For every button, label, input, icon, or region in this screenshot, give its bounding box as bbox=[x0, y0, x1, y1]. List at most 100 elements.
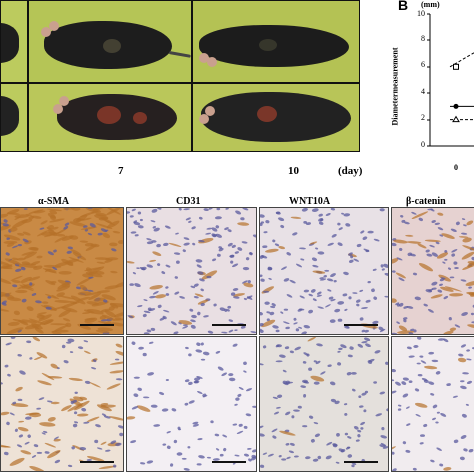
cell-nucleus bbox=[132, 272, 136, 275]
cell-nucleus bbox=[451, 249, 458, 253]
cell-nucleus bbox=[289, 350, 294, 354]
cell-nucleus bbox=[103, 415, 111, 419]
cell-nucleus bbox=[101, 319, 108, 322]
cell-nucleus bbox=[353, 425, 359, 430]
cell-nucleus bbox=[157, 304, 162, 309]
cell-nucleus bbox=[197, 271, 204, 275]
stained-fiber bbox=[34, 356, 43, 361]
cell-nucleus bbox=[362, 236, 368, 240]
cell-nucleus bbox=[283, 308, 289, 311]
stained-fiber bbox=[1, 213, 9, 218]
cell-nucleus bbox=[348, 252, 353, 256]
cell-nucleus bbox=[140, 462, 146, 465]
cell-nucleus bbox=[443, 295, 449, 300]
cell-nucleus bbox=[219, 453, 224, 457]
stained-fiber bbox=[104, 258, 113, 263]
cell-nucleus bbox=[178, 428, 182, 431]
cell-nucleus bbox=[332, 443, 338, 448]
cell-nucleus bbox=[397, 408, 402, 411]
stained-fiber bbox=[44, 442, 57, 448]
cell-nucleus bbox=[396, 257, 403, 261]
cell-nucleus bbox=[267, 453, 274, 457]
cell-nucleus bbox=[418, 217, 423, 222]
cell-nucleus bbox=[448, 267, 451, 270]
stained-fiber bbox=[4, 258, 21, 265]
cell-nucleus bbox=[329, 319, 336, 323]
cell-nucleus bbox=[163, 309, 170, 313]
cell-nucleus bbox=[195, 259, 203, 263]
stained-fiber bbox=[38, 314, 52, 322]
cell-nucleus bbox=[15, 268, 22, 272]
cell-nucleus bbox=[351, 372, 357, 375]
cell-nucleus bbox=[46, 400, 53, 403]
cell-nucleus bbox=[303, 289, 310, 293]
cell-nucleus bbox=[206, 227, 213, 230]
cell-nucleus bbox=[435, 421, 439, 424]
x-tick-label: 0 bbox=[454, 163, 458, 172]
cell-nucleus bbox=[215, 448, 220, 451]
cell-nucleus bbox=[337, 362, 342, 366]
cell-nucleus bbox=[223, 447, 227, 452]
stained-fiber bbox=[9, 457, 25, 466]
cell-nucleus bbox=[406, 305, 414, 309]
cell-nucleus bbox=[356, 299, 361, 303]
cell-nucleus bbox=[232, 462, 236, 465]
cell-nucleus bbox=[174, 276, 178, 279]
cell-nucleus bbox=[148, 341, 154, 344]
cell-nucleus bbox=[206, 275, 212, 279]
stained-fiber bbox=[398, 325, 408, 332]
cell-nucleus bbox=[343, 403, 348, 406]
stained-fiber bbox=[467, 324, 474, 329]
cell-nucleus bbox=[188, 220, 192, 223]
stained-fiber bbox=[20, 276, 32, 284]
cell-nucleus bbox=[392, 379, 395, 382]
cell-nucleus bbox=[146, 460, 154, 464]
cell-nucleus bbox=[39, 227, 45, 230]
cell-nucleus bbox=[303, 220, 308, 224]
cell-nucleus bbox=[134, 283, 141, 288]
cell-nucleus bbox=[460, 279, 467, 282]
cell-nucleus bbox=[303, 380, 310, 384]
day-label-10: 10 bbox=[288, 165, 299, 177]
cell-nucleus bbox=[440, 277, 446, 280]
cell-nucleus bbox=[205, 232, 212, 235]
cell-nucleus bbox=[359, 405, 364, 408]
cell-nucleus bbox=[324, 269, 330, 272]
cell-nucleus bbox=[463, 448, 468, 452]
cell-nucleus bbox=[299, 308, 305, 311]
cell-nucleus bbox=[276, 406, 281, 409]
cell-nucleus bbox=[295, 263, 303, 268]
cell-nucleus bbox=[229, 254, 235, 258]
cell-nucleus bbox=[286, 381, 294, 384]
stained-fiber bbox=[1, 264, 13, 270]
stained-fiber bbox=[118, 239, 123, 245]
cell-nucleus bbox=[143, 299, 148, 302]
mouse-photo-day10-bottom bbox=[192, 83, 360, 152]
cell-nucleus bbox=[325, 455, 332, 460]
cell-nucleus bbox=[281, 458, 287, 461]
cell-nucleus bbox=[66, 250, 72, 254]
stained-fiber bbox=[392, 258, 399, 264]
cell-nucleus bbox=[88, 276, 94, 279]
wound-mark bbox=[103, 39, 121, 53]
stained-fiber bbox=[50, 401, 60, 405]
stained-fiber bbox=[312, 270, 326, 274]
cell-nucleus bbox=[425, 249, 430, 253]
cell-nucleus bbox=[230, 260, 234, 264]
cell-nucleus bbox=[238, 386, 244, 390]
stained-fiber bbox=[392, 298, 397, 303]
stained-fiber bbox=[1, 277, 12, 285]
cell-nucleus bbox=[439, 463, 444, 467]
cell-nucleus bbox=[466, 358, 472, 361]
cell-nucleus bbox=[143, 310, 151, 314]
cell-nucleus bbox=[189, 308, 194, 312]
cell-nucleus bbox=[187, 446, 191, 449]
cell-nucleus bbox=[331, 234, 337, 238]
stained-fiber bbox=[108, 416, 123, 421]
stained-fiber bbox=[19, 263, 38, 268]
stained-fiber bbox=[1, 260, 10, 266]
stained-fiber bbox=[100, 441, 107, 445]
wound-mark bbox=[257, 106, 277, 122]
cell-nucleus bbox=[81, 407, 87, 412]
cell-nucleus bbox=[439, 283, 443, 286]
